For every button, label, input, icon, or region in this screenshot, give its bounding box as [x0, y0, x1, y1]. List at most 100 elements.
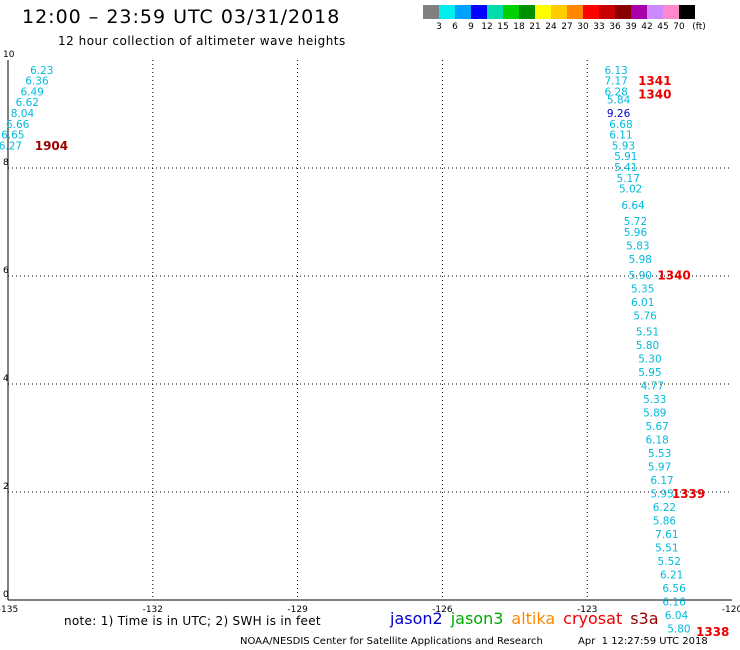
wave-height-label: 6.56 [662, 583, 686, 595]
wave-height-label: 7.61 [655, 529, 678, 541]
wave-height-label: 5.84 [607, 95, 631, 107]
time-label: 1341 [638, 74, 671, 88]
wave-height-label: 6.49 [20, 86, 43, 98]
wave-height-label: 6.04 [665, 610, 689, 622]
footer-credit: NOAA/NESDIS Center for Satellite Applica… [240, 636, 543, 647]
y-tick-label: 2 [3, 482, 9, 492]
wave-height-label: 6.65 [1, 130, 24, 142]
legend-label: 30 [577, 22, 589, 32]
legend-label: 6 [452, 22, 458, 32]
wave-height-label: 5.30 [638, 354, 661, 366]
time-label: 1339 [672, 487, 705, 501]
wave-height-label: 4.77 [641, 381, 664, 393]
wave-height-label: 5.91 [614, 151, 637, 163]
legend-swatch [551, 5, 567, 19]
legend-swatch [487, 5, 503, 19]
y-tick-label: 4 [3, 374, 9, 384]
legend-swatch [423, 5, 439, 19]
wave-height-label: 6.64 [621, 200, 645, 212]
wave-height-label: 5.86 [653, 516, 677, 528]
wave-height-label: 5.90 [629, 270, 652, 282]
legend-label: 27 [561, 22, 573, 32]
legend-swatch [471, 5, 487, 19]
wave-height-label: 5.52 [658, 556, 681, 568]
satellite-name: jason2 [390, 609, 443, 628]
legend-label: 9 [468, 22, 474, 32]
wave-height-label: 6.21 [660, 570, 683, 582]
legend-label: 39 [625, 22, 637, 32]
legend-label: 45 [657, 22, 669, 32]
legend-swatch [535, 5, 551, 19]
wave-height-label: 5.76 [633, 311, 657, 323]
x-tick-label: -123 [577, 605, 597, 615]
wave-height-label: 6.22 [653, 502, 676, 514]
legend-label: 21 [529, 22, 541, 32]
footer-note: note: 1) Time is in UTC; 2) SWH is in fe… [64, 614, 321, 628]
wave-height-label: 5.83 [626, 240, 649, 252]
x-tick-label: -135 [0, 605, 18, 615]
time-label: 1904 [35, 139, 68, 153]
wave-height-label: 5.33 [643, 394, 666, 406]
x-tick-label: -132 [143, 605, 163, 615]
wave-height-label: 5.96 [624, 227, 648, 239]
wave-height-label: 6.66 [6, 119, 30, 131]
satellite-name: cryosat [563, 609, 623, 628]
wave-height-label: 6.62 [16, 97, 39, 109]
satellite-name: jason3 [450, 609, 504, 628]
wave-height-label: 6.17 [650, 475, 673, 487]
legend-swatch [631, 5, 647, 19]
legend-label: 18 [513, 22, 525, 32]
wave-height-label: 6.27 [0, 140, 22, 152]
wave-height-label: 5.80 [636, 340, 659, 352]
time-label: 1340 [657, 269, 690, 283]
wave-height-label: 5.93 [612, 140, 635, 152]
wave-height-label: 5.98 [629, 254, 652, 266]
legend-swatch [503, 5, 519, 19]
satellite-name: altika [511, 609, 556, 628]
wave-height-label: 6.18 [645, 435, 668, 447]
legend-swatch [567, 5, 583, 19]
legend-label: 12 [481, 22, 493, 32]
legend-label: 36 [609, 22, 621, 32]
satellite-legend: jason2 jason3 altika cryosat s3a [390, 609, 667, 628]
legend-label: (ft) [692, 22, 706, 32]
y-tick-label: 10 [3, 50, 15, 60]
legend-label: 15 [497, 22, 509, 32]
wave-height-label: 6.28 [604, 86, 627, 98]
y-tick-label: 8 [3, 158, 9, 168]
wave-height-label: 5.02 [619, 184, 642, 196]
satellite-name: s3a [630, 609, 659, 628]
wave-height-label: 9.26 [607, 108, 631, 120]
wave-height-label: 6.13 [604, 65, 627, 77]
legend-label: 3 [436, 22, 442, 32]
wave-height-label: 5.95 [638, 367, 661, 379]
wave-height-label: 5.97 [648, 462, 671, 474]
legend-label: 33 [593, 22, 605, 32]
page-title: 12:00 – 23:59 UTC 03/31/2018 [22, 6, 341, 28]
wave-height-label: 5.41 [614, 162, 637, 174]
time-label: 1340 [638, 88, 671, 102]
wave-height-label: 6.11 [609, 130, 632, 142]
legend-swatch [663, 5, 679, 19]
legend-swatch [615, 5, 631, 19]
color-scale-legend [423, 5, 695, 19]
wave-height-label: 6.23 [30, 65, 53, 77]
legend-swatch [647, 5, 663, 19]
footer-timestamp: Apr 1 12:27:59 UTC 2018 [578, 636, 708, 647]
wave-height-label: 6.01 [631, 297, 654, 309]
wave-height-label: 5.89 [643, 408, 666, 420]
x-tick-label: -120 [722, 605, 740, 615]
x-tick-label: -129 [287, 605, 308, 615]
legend-swatch [599, 5, 615, 19]
wave-height-label: 5.35 [631, 284, 654, 296]
y-tick-label: 0 [3, 590, 9, 600]
wave-height-label: 8.04 [11, 108, 35, 120]
wave-height-label: 5.51 [655, 543, 678, 555]
page-subtitle: 12 hour collection of altimeter wave hei… [58, 34, 346, 48]
legend-label: 70 [673, 22, 685, 32]
legend-label: 42 [641, 22, 653, 32]
wave-height-label: 7.17 [604, 76, 627, 88]
x-tick-label: -126 [432, 605, 453, 615]
time-label: 1338 [696, 625, 729, 639]
